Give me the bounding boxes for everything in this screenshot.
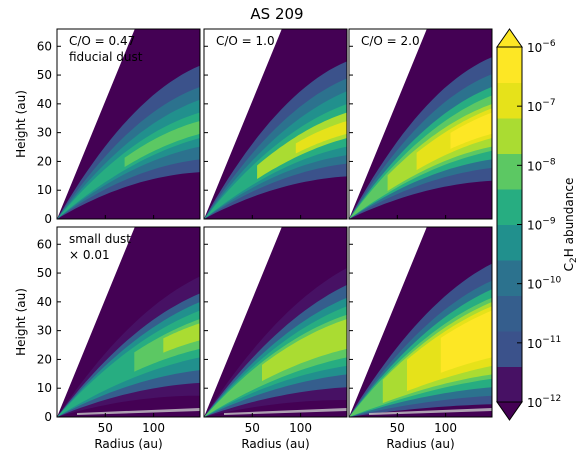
colorbar-level [497, 118, 522, 154]
colorbar-tick-label: 10−8 [527, 157, 556, 173]
tick-exponent: −10 [542, 276, 561, 286]
y-tick-label: 40 [37, 97, 52, 111]
panel-2: C/O = 1.0 [203, 28, 348, 220]
tick-exponent: −8 [542, 157, 556, 167]
colorbar-level [497, 331, 522, 367]
tick-base: 10 [527, 219, 542, 233]
colorbar-extend-bottom [496, 401, 523, 421]
panel-sublabel: fiducial dust [69, 50, 143, 64]
tick-exponent: −6 [542, 39, 556, 49]
plot-area [204, 227, 347, 417]
x-tick-label: 100 [289, 421, 312, 435]
plot-area [349, 227, 492, 417]
panel-sublabel: × 0.01 [69, 248, 110, 262]
colorbar-level [497, 153, 522, 190]
tick-exponent: −9 [542, 217, 556, 227]
panel-5: 50 100 Radius (au) [203, 226, 348, 451]
tick-exponent: −7 [542, 98, 555, 108]
label-subscript: 2 [569, 257, 579, 263]
tick-base: 10 [527, 100, 542, 114]
colorbar-level [497, 366, 522, 403]
colorbar-extend-top [496, 28, 523, 48]
panel-4: 0 10 20 30 40 50 60 50 100 Height (au) Radius (au)… [14, 226, 201, 451]
abundance-contour [124, 121, 200, 167]
abundance-contour [440, 310, 492, 373]
colorbar-level [497, 260, 522, 296]
x-axis-label: Radius (au) [386, 437, 454, 451]
colorbar-tick-label: 10−12 [527, 394, 561, 410]
plot-area [57, 227, 200, 417]
panel-frame [348, 226, 493, 418]
y-tick-label: 0 [44, 410, 52, 424]
panel-frame [203, 28, 348, 220]
tick-base: 10 [527, 41, 542, 55]
x-tick-label: 100 [142, 421, 165, 435]
figure-title: AS 209 [250, 5, 303, 23]
y-tick-label: 10 [37, 381, 52, 395]
tick-base: 10 [527, 337, 542, 351]
y-tick-label: 50 [37, 68, 52, 82]
colorbar-level [497, 82, 522, 119]
panel-label: C/O = 0.47 [69, 34, 135, 48]
y-tick-label: 60 [37, 39, 52, 53]
midplane-feature [77, 408, 200, 415]
x-tick-label: 50 [245, 421, 260, 435]
colorbar-level [497, 224, 522, 261]
panel-label: C/O = 2.0 [361, 34, 420, 48]
tick-exponent: −11 [542, 335, 561, 345]
panel-1: 0 10 20 30 40 50 60 Height (au) C/O = 0.47 fiduci… [14, 28, 201, 226]
y-tick-label: 20 [37, 154, 52, 168]
x-tick-label: 100 [434, 421, 457, 435]
y-tick-label: 60 [37, 237, 52, 251]
label-main: C [562, 263, 576, 271]
panel-label: C/O = 1.0 [216, 34, 275, 48]
tick-exponent: −12 [542, 394, 561, 404]
x-tick-label: 50 [98, 421, 113, 435]
tick-base: 10 [527, 396, 542, 410]
y-tick-label: 20 [37, 352, 52, 366]
y-axis-label: Height (au) [14, 90, 28, 158]
y-tick-label: 50 [37, 266, 52, 280]
colorbar-tick-label: 10−9 [527, 217, 556, 233]
panel-frame [56, 226, 201, 418]
colorbar-tick-label: 10−10 [527, 276, 562, 292]
tick-base: 10 [527, 278, 542, 292]
abundance-contour [295, 121, 347, 154]
x-tick-label: 50 [390, 421, 405, 435]
panel-6: 50 100 Radius (au) [348, 226, 493, 451]
panel-frame [203, 226, 348, 418]
plot-area [349, 29, 492, 219]
colorbar-tick-label: 10−7 [527, 98, 556, 114]
colorbar-level [497, 47, 522, 83]
abundance-contour [450, 112, 492, 149]
y-tick-label: 30 [37, 126, 52, 140]
y-tick-label: 30 [37, 324, 52, 338]
panel-label: small dust [69, 232, 131, 246]
colorbar-label: C2H abundance [562, 178, 579, 272]
colorbar-tick-label: 10−11 [527, 335, 561, 351]
x-axis-label: Radius (au) [94, 437, 162, 451]
panel-frame [348, 28, 493, 220]
abundance-contour [163, 323, 200, 353]
midplane-feature [224, 408, 347, 415]
y-tick-label: 10 [37, 183, 52, 197]
colorbar-level [497, 189, 522, 225]
panel-frame [56, 28, 201, 220]
label-rest: H abundance [562, 178, 576, 258]
plot-area [57, 29, 200, 219]
x-axis-label: Radius (au) [241, 437, 309, 451]
tick-base: 10 [527, 159, 542, 173]
colorbar-level [497, 295, 522, 332]
y-tick-label: 40 [37, 295, 52, 309]
colorbar-tick-label: 10−6 [527, 39, 556, 55]
abundance-contour [262, 319, 347, 382]
plot-area [204, 29, 347, 219]
y-tick-label: 0 [44, 212, 52, 226]
midplane-feature [369, 408, 492, 415]
panel-3: C/O = 2.0 [348, 28, 493, 220]
y-axis-label: Height (au) [14, 288, 28, 356]
